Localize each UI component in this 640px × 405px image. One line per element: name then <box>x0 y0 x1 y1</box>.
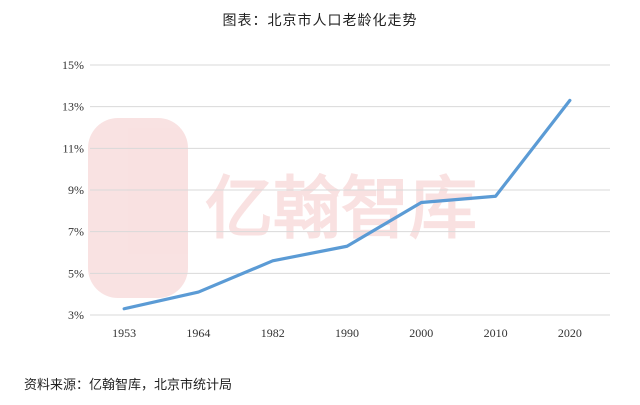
x-tick-label: 1982 <box>261 326 285 340</box>
x-tick-label: 1990 <box>335 326 359 340</box>
y-tick-label: 5% <box>68 266 84 280</box>
y-tick-label: 15% <box>62 58 84 72</box>
x-tick-label: 2020 <box>558 326 582 340</box>
source-note: 资料来源：亿翰智库，北京市统计局 <box>24 378 233 393</box>
watermark-text: 亿翰智库 <box>205 170 477 249</box>
x-tick-label: 1964 <box>186 326 210 340</box>
watermark: 亿翰智库 <box>88 118 477 298</box>
y-tick-label: 13% <box>62 100 84 114</box>
y-tick-label: 9% <box>68 183 84 197</box>
x-tick-label: 1953 <box>112 326 136 340</box>
x-tick-label: 2010 <box>484 326 508 340</box>
chart-title: 图表：北京市人口老龄化走势 <box>222 13 418 29</box>
y-tick-label: 7% <box>68 225 84 239</box>
y-tick-label: 3% <box>68 308 84 322</box>
y-tick-label: 11% <box>62 141 84 155</box>
watermark-seal <box>88 118 188 298</box>
x-tick-label: 2000 <box>409 326 433 340</box>
